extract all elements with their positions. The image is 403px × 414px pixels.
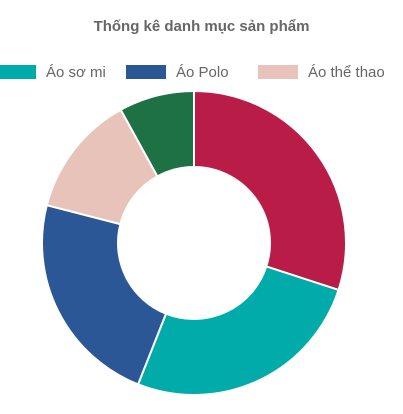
legend-item-ao-so-mi[interactable]: Áo sơ mi <box>0 62 106 82</box>
legend-label-ao-the-thao: Áo thể thao <box>308 63 385 81</box>
donut-slice-ao-polo[interactable] <box>41 203 168 386</box>
legend-item-ao-the-thao[interactable]: Áo thể thao <box>258 62 385 82</box>
legend-item-ao-polo[interactable]: Áo Polo <box>126 62 229 82</box>
donut-slice-unlabeled-1[interactable] <box>193 89 347 292</box>
legend-label-ao-polo: Áo Polo <box>176 63 229 81</box>
donut-slice-ao-so-mi[interactable] <box>136 265 340 396</box>
legend-swatch-ao-polo <box>126 65 166 79</box>
legend-label-ao-so-mi: Áo sơ mi <box>46 63 106 81</box>
chart-title: Thống kê danh mục sản phẩm <box>93 18 310 35</box>
donut-slice-unlabeled-2[interactable] <box>119 89 195 178</box>
legend: Áo sơ mi Áo Polo Áo thể thao <box>0 62 403 82</box>
legend-swatch-ao-so-mi <box>0 65 36 79</box>
legend-swatch-ao-the-thao <box>258 65 298 79</box>
